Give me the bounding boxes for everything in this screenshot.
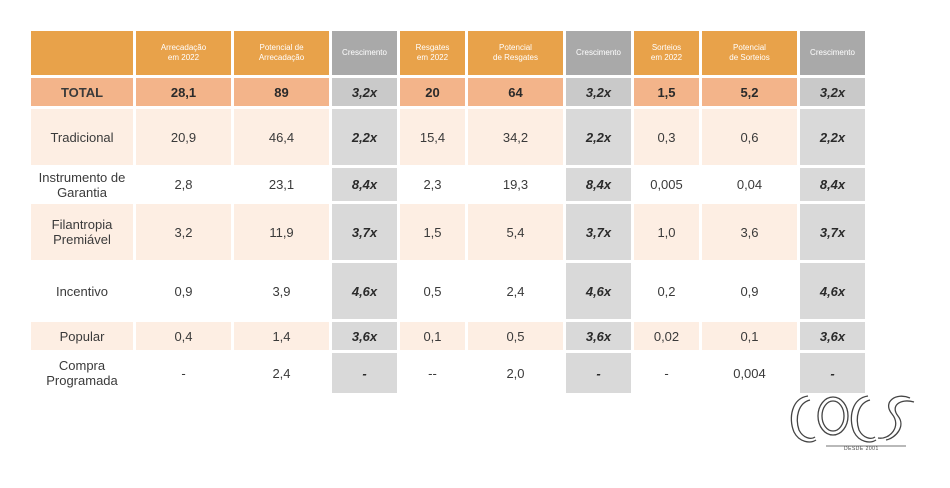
row-label: Popular bbox=[31, 322, 133, 350]
row-label: TOTAL bbox=[31, 78, 133, 106]
row-label: Compra Programada bbox=[31, 353, 133, 393]
value-cell: 19,3 bbox=[468, 168, 563, 201]
growth-cell: 3,7x bbox=[332, 204, 397, 260]
value-cell: - bbox=[136, 353, 231, 393]
value-cell: 89 bbox=[234, 78, 329, 106]
value-cell: 0,04 bbox=[702, 168, 797, 201]
row-label: Tradicional bbox=[31, 109, 133, 165]
value-cell: 3,9 bbox=[234, 263, 329, 319]
growth-cell: 3,2x bbox=[800, 78, 865, 106]
value-cell: 0,004 bbox=[702, 353, 797, 393]
value-cell: 0,2 bbox=[634, 263, 699, 319]
growth-cell: - bbox=[332, 353, 397, 393]
row-label: Instrumento de Garantia bbox=[31, 168, 133, 201]
table-row-compra-programada: Compra Programada -2,4- -- 2,0- -0,004- bbox=[31, 353, 865, 393]
value-cell: 0,5 bbox=[468, 322, 563, 350]
value-cell: 0,6 bbox=[702, 109, 797, 165]
header-resgates-2022: Resgates em 2022 bbox=[400, 31, 465, 75]
value-cell: 3,6 bbox=[702, 204, 797, 260]
value-cell: 11,9 bbox=[234, 204, 329, 260]
growth-cell: 8,4x bbox=[800, 168, 865, 201]
growth-cell: 3,7x bbox=[566, 204, 631, 260]
value-cell: 46,4 bbox=[234, 109, 329, 165]
row-label: Incentivo bbox=[31, 263, 133, 319]
header-crescimento-3: Crescimento bbox=[800, 31, 865, 75]
value-cell: 0,3 bbox=[634, 109, 699, 165]
value-cell: 28,1 bbox=[136, 78, 231, 106]
value-cell: 0,4 bbox=[136, 322, 231, 350]
header-potencial-resgates: Potencial de Resgates bbox=[468, 31, 563, 75]
header-sorteios-2022: Sorteios em 2022 bbox=[634, 31, 699, 75]
value-cell: 64 bbox=[468, 78, 563, 106]
table-row-popular: Popular 0,4 1,4 3,6x 0,1 0,5 3,6x 0,02 0,1 3,6x bbox=[31, 322, 865, 350]
value-cell: 0,02 bbox=[634, 322, 699, 350]
value-cell: 5,4 bbox=[468, 204, 563, 260]
growth-cell: 4,6x bbox=[566, 263, 631, 319]
value-cell: 0,9 bbox=[136, 263, 231, 319]
value-cell: 1,5 bbox=[400, 204, 465, 260]
growth-cell: 2,2x bbox=[800, 109, 865, 165]
value-cell: 2,4 bbox=[468, 263, 563, 319]
growth-cell: 3,2x bbox=[566, 78, 631, 106]
value-cell: 34,2 bbox=[468, 109, 563, 165]
table-row-total: TOTAL 28,1 89 3,2x 20 64 3,2x 1,5 5,2 3,2x bbox=[31, 78, 865, 106]
header-arrecadacao-2022: Arrecadação em 2022 bbox=[136, 31, 231, 75]
value-cell: 0,1 bbox=[400, 322, 465, 350]
value-cell: 1,4 bbox=[234, 322, 329, 350]
growth-cell: 3,2x bbox=[332, 78, 397, 106]
value-cell: 23,1 bbox=[234, 168, 329, 201]
value-cell: 2,3 bbox=[400, 168, 465, 201]
value-cell: 15,4 bbox=[400, 109, 465, 165]
logo-tagline: DESDE 2001 bbox=[844, 446, 879, 452]
value-cell: -- bbox=[400, 353, 465, 393]
table-row-tradicional: Tradicional 20,9 46,4 2,2x 15,4 34,2 2,2x 0,3 0,… bbox=[31, 109, 865, 165]
row-label: Filantropia Premiável bbox=[31, 204, 133, 260]
table-row-instrumento-de-garantia: Instrumento de Garantia 2,8 23,1 8,4x 2,3 19,3… bbox=[31, 168, 865, 201]
growth-cell: 3,7x bbox=[800, 204, 865, 260]
company-logo: DESDE 2001 bbox=[790, 395, 915, 452]
growth-cell: - bbox=[566, 353, 631, 393]
growth-cell: - bbox=[800, 353, 865, 393]
value-cell: 0,9 bbox=[702, 263, 797, 319]
header-corner bbox=[31, 31, 133, 75]
value-cell: 5,2 bbox=[702, 78, 797, 106]
growth-cell: 3,6x bbox=[332, 322, 397, 350]
value-cell: 2,8 bbox=[136, 168, 231, 201]
value-cell: 0,1 bbox=[702, 322, 797, 350]
value-cell: 1,0 bbox=[634, 204, 699, 260]
growth-cell: 2,2x bbox=[332, 109, 397, 165]
value-cell: 20,9 bbox=[136, 109, 231, 165]
header-row: Arrecadação em 2022 Potencial de Arrecadaç… bbox=[31, 31, 865, 75]
value-cell: - bbox=[634, 353, 699, 393]
growth-cell: 2,2x bbox=[566, 109, 631, 165]
growth-cell: 3,6x bbox=[566, 322, 631, 350]
header-potencial-sorteios: Potencial de Sorteios bbox=[702, 31, 797, 75]
value-cell: 1,5 bbox=[634, 78, 699, 106]
growth-cell: 8,4x bbox=[332, 168, 397, 201]
value-cell: 0,5 bbox=[400, 263, 465, 319]
header-crescimento-2: Crescimento bbox=[566, 31, 631, 75]
value-cell: 0,005 bbox=[634, 168, 699, 201]
table-row-incentivo: Incentivo 0,9 3,9 4,6x 0,5 2,4 4,6x 0,2 0,9 4,6x bbox=[31, 263, 865, 319]
value-cell: 2,0 bbox=[468, 353, 563, 393]
header-potencial-arrecadacao: Potencial de Arrecadação bbox=[234, 31, 329, 75]
growth-cell: 8,4x bbox=[566, 168, 631, 201]
data-table: Arrecadação em 2022 Potencial de Arrecadaç… bbox=[28, 28, 868, 396]
value-cell: 3,2 bbox=[136, 204, 231, 260]
table-row-filantropia-premiavel: Filantropia Premiável 3,2 11,9 3,7x 1,5 5,4 3,7… bbox=[31, 204, 865, 260]
growth-cell: 4,6x bbox=[800, 263, 865, 319]
growth-cell: 3,6x bbox=[800, 322, 865, 350]
value-cell: 20 bbox=[400, 78, 465, 106]
header-crescimento-1: Crescimento bbox=[332, 31, 397, 75]
growth-cell: 4,6x bbox=[332, 263, 397, 319]
value-cell: 2,4 bbox=[234, 353, 329, 393]
